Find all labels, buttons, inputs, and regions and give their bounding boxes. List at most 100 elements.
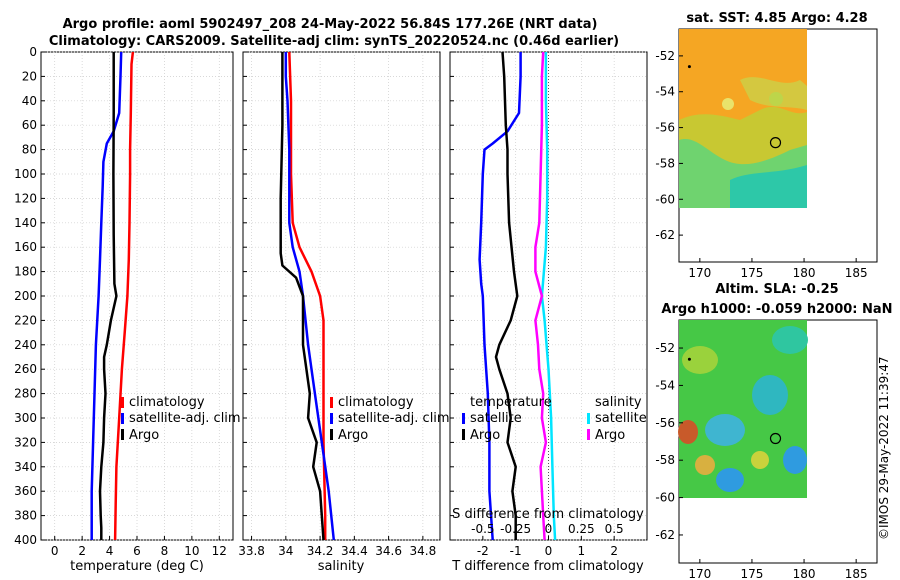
- sla-blob: [752, 375, 788, 415]
- y-tick-label: 240: [14, 338, 37, 352]
- temperature-xlabel: temperature (deg C): [70, 559, 204, 574]
- map-x-tick-label: 170: [688, 567, 711, 580]
- x-tick-label: 34.8: [410, 544, 437, 558]
- sst-map-panel: sat. SST: 4.85 Argo: 4.28 170 175 180 185 -5…: [655, 11, 878, 280]
- salinity-legend: climatology satellite-adj. clim Argo: [330, 395, 450, 443]
- s-tick-label: 0.5: [605, 522, 624, 536]
- y-tick-label: 380: [14, 509, 37, 523]
- series-line-argo: [98, 52, 118, 540]
- sst-eddy: [769, 92, 783, 106]
- legend-argo: Argo: [129, 428, 159, 443]
- legend-climatology: climatology: [338, 395, 414, 410]
- imos-watermark: ©IMOS 29-May-2022 11:39:47: [877, 356, 891, 540]
- legend-argo: Argo: [338, 428, 368, 443]
- map-y-tick-label: -58: [655, 453, 675, 467]
- s-tick-label: 0.25: [568, 522, 595, 536]
- legend-climatology: climatology: [129, 395, 205, 410]
- map-y-tick-label: -56: [655, 121, 675, 135]
- x-tick-label: 33.8: [238, 544, 265, 558]
- temperature-panel: 0204060801001201401601802002202402602803…: [14, 45, 241, 574]
- s-legend: salinity satellite Argo: [587, 395, 647, 443]
- s-difference-xlabel: S difference from climatology: [452, 507, 644, 522]
- legend-satellite-adj: satellite-adj. clim: [338, 411, 450, 426]
- salinity-xlabel: salinity: [318, 559, 365, 574]
- map-marker-dot: [687, 357, 691, 361]
- map-y-tick-label: -52: [655, 49, 675, 63]
- x-tick-label: 6: [133, 544, 141, 558]
- y-tick-label: 340: [14, 460, 37, 474]
- series-line-satellite-adj-clim: [90, 52, 123, 540]
- y-tick-label: 260: [14, 362, 37, 376]
- legend-salinity-title: salinity: [595, 395, 642, 410]
- x-tick-label: 34: [278, 544, 293, 558]
- x-tick-label: 2: [610, 544, 618, 558]
- y-tick-label: 80: [22, 143, 37, 157]
- y-tick-label: 220: [14, 313, 37, 327]
- map-x-tick-label: 185: [845, 266, 868, 280]
- legend-temperature-title: temperature: [470, 395, 552, 410]
- x-tick-label: 1: [578, 544, 586, 558]
- legend-swatch-s-satellite: [587, 413, 590, 424]
- y-tick-label: 320: [14, 435, 37, 449]
- legend-swatch-t-satellite: [462, 413, 465, 424]
- series-line-climatology: [113, 52, 135, 540]
- map-y-tick-label: -52: [655, 341, 675, 355]
- map-x-tick-label: 180: [793, 266, 816, 280]
- y-tick-label: 100: [14, 167, 37, 181]
- map-y-tick-label: -62: [655, 528, 675, 542]
- sla-blob: [678, 420, 698, 444]
- legend-t-satellite: satellite: [470, 411, 522, 426]
- y-tick-label: 280: [14, 387, 37, 401]
- legend-swatch-climatology: [121, 397, 124, 408]
- t-legend: temperature satellite Argo: [462, 395, 552, 443]
- sst-map-title: sat. SST: 4.85 Argo: 4.28: [686, 11, 867, 26]
- t-difference-xlabel: T difference from climatology: [451, 559, 644, 574]
- series-line-argo: [279, 52, 325, 540]
- sla-blob: [783, 446, 807, 474]
- map-x-tick-label: 175: [740, 266, 763, 280]
- y-tick-label: 180: [14, 265, 37, 279]
- sla-blob: [682, 346, 718, 374]
- sla-map-title2: Argo h1000: -0.059 h2000: NaN: [661, 302, 892, 317]
- legend-swatch-satellite: [121, 413, 124, 424]
- series-line-climatology: [288, 52, 327, 540]
- sla-blob: [705, 414, 745, 446]
- y-tick-label: 160: [14, 240, 37, 254]
- y-tick-label: 60: [22, 118, 37, 132]
- map-x-tick-label: 170: [688, 266, 711, 280]
- x-tick-label: -2: [477, 544, 489, 558]
- figure-title-line2: Climatology: CARS2009. Satellite-adj cli…: [49, 34, 619, 49]
- difference-panel: -2 -1 0 1 2 -0.5 -0.25 0 0.25 0.5 T difference fr…: [449, 51, 648, 574]
- y-tick-label: 40: [22, 94, 37, 108]
- legend-t-argo: Argo: [470, 428, 500, 443]
- sla-blob: [751, 451, 769, 469]
- salinity-panel: 33.8 34 34.2 34.4 34.6 34.8 salinity climatol…: [238, 51, 450, 574]
- legend-swatch-climatology: [330, 397, 333, 408]
- y-tick-label: 120: [14, 191, 37, 205]
- map-marker-dot: [687, 65, 691, 69]
- salinity-axes-box: [242, 51, 441, 541]
- series-line-t-argo: [494, 52, 519, 540]
- legend-s-argo: Argo: [595, 428, 625, 443]
- legend-swatch-argo: [330, 429, 333, 440]
- map-y-tick-label: -54: [655, 378, 675, 392]
- sla-blob: [695, 455, 715, 475]
- map-y-tick-label: -54: [655, 85, 675, 99]
- legend-satellite-adj: satellite-adj. clim: [129, 411, 241, 426]
- s-tick-label: 0: [545, 522, 553, 536]
- y-tick-label: 200: [14, 289, 37, 303]
- argo-position-marker: [769, 432, 782, 445]
- map-y-tick-label: -62: [655, 228, 675, 242]
- x-tick-label: 0: [51, 544, 59, 558]
- series-line-s-satellite: [540, 52, 557, 540]
- sst-teal-band: [730, 165, 807, 208]
- x-tick-label: 34.6: [375, 544, 402, 558]
- map-x-tick-label: 180: [793, 567, 816, 580]
- sst-eddy: [722, 98, 734, 110]
- x-tick-label: 2: [78, 544, 86, 558]
- map-x-tick-label: 175: [740, 567, 763, 580]
- series-line-t-satellite: [478, 52, 522, 540]
- x-tick-label: 4: [106, 544, 114, 558]
- sla-blob: [772, 326, 808, 354]
